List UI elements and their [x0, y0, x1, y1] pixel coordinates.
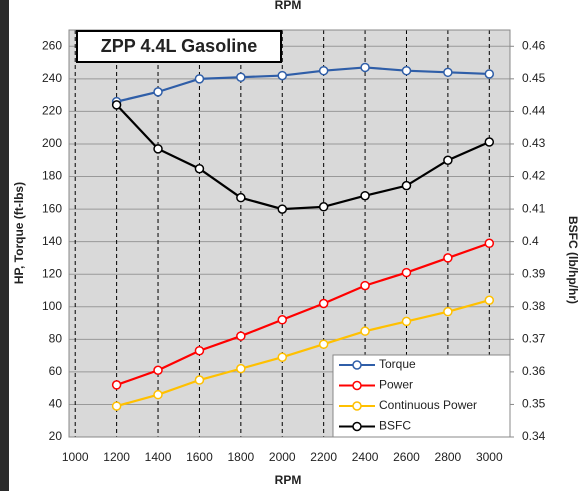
legend-marker	[352, 401, 362, 411]
data-point	[401, 180, 412, 191]
legend-marker	[352, 380, 362, 391]
y2-tick-label: 0.46	[522, 38, 546, 52]
x-tick-label: 1000	[62, 450, 89, 464]
data-point	[111, 380, 122, 390]
y-tick-label: 220	[42, 104, 62, 118]
legend-box	[332, 354, 511, 438]
x-tick-label: 2400	[352, 450, 379, 464]
y2-axis-title: BSFC (lb/hp/hr)	[566, 216, 578, 304]
y-tick-label: 160	[42, 201, 62, 215]
y2-tick-label: 0.42	[522, 169, 546, 183]
data-point	[484, 69, 495, 79]
legend-label: Continuous Power	[379, 398, 477, 412]
y2-tick-label: 0.39	[522, 266, 546, 280]
data-point	[484, 238, 495, 249]
data-point	[318, 65, 329, 76]
y-tick-label: 100	[42, 299, 62, 313]
x-tick-label: 2800	[435, 450, 462, 464]
data-point	[443, 253, 453, 263]
data-point	[236, 192, 246, 203]
data-point	[360, 280, 370, 291]
data-point	[318, 339, 329, 349]
data-point	[360, 190, 370, 201]
data-point	[277, 204, 288, 214]
y2-tick-label: 0.35	[522, 397, 546, 411]
y2-tick-label: 0.41	[522, 201, 546, 215]
data-point	[194, 74, 205, 84]
y-tick-label: 180	[42, 169, 62, 183]
data-point	[153, 389, 163, 400]
y2-tick-label: 0.34	[522, 429, 546, 443]
data-point	[111, 100, 122, 110]
legend-label: BSFC	[379, 419, 411, 433]
x-axis-title: RPM	[275, 473, 302, 487]
x2-axis-title: RPM	[275, 0, 302, 12]
plot-border	[68, 29, 511, 438]
y2-tick-label: 0.36	[522, 364, 546, 378]
series-line	[116, 242, 490, 386]
data-point	[484, 295, 495, 305]
x-tick-label: 1200	[103, 450, 130, 464]
data-point	[318, 202, 329, 212]
y-tick-label: 200	[42, 136, 62, 150]
y-tick-label: 240	[42, 71, 62, 85]
y-tick-label: 40	[49, 397, 63, 411]
data-point	[194, 163, 205, 174]
data-point	[443, 155, 453, 165]
data-point	[153, 144, 163, 154]
chart-title: ZPP 4.4L Gasoline	[101, 36, 257, 56]
data-point	[111, 401, 122, 411]
title-box	[76, 30, 282, 63]
data-point	[360, 326, 370, 336]
y-tick-label: 140	[42, 234, 62, 248]
y-tick-label: 120	[42, 266, 62, 280]
x-tick-label: 2200	[310, 450, 337, 464]
legend-label: Torque	[379, 357, 416, 371]
y2-tick-label: 0.43	[522, 136, 546, 150]
data-point	[194, 345, 205, 356]
x-tick-label: 3000	[476, 450, 503, 464]
data-point	[360, 62, 370, 73]
x-tick-label: 1400	[145, 450, 172, 464]
x-tick-label: 1600	[186, 450, 213, 464]
data-point	[401, 267, 412, 278]
data-point	[318, 298, 329, 309]
legend-label: Power	[379, 378, 413, 392]
series-line	[116, 299, 490, 408]
y2-tick-label: 0.4	[522, 234, 539, 248]
data-point	[153, 87, 163, 97]
data-point	[277, 352, 288, 362]
side-strip	[0, 0, 9, 491]
data-point	[401, 65, 412, 76]
y2-tick-label: 0.38	[522, 299, 546, 313]
y-tick-label: 260	[42, 38, 62, 52]
y2-tick-label: 0.44	[522, 104, 546, 118]
x-tick-label: 1800	[227, 450, 254, 464]
data-point	[153, 365, 163, 376]
data-point	[236, 331, 246, 341]
series-line	[116, 66, 490, 103]
x-tick-label: 2600	[393, 450, 420, 464]
data-point	[194, 375, 205, 385]
legend-marker	[352, 421, 362, 432]
data-point	[401, 316, 412, 327]
x-tick-label: 2000	[269, 450, 296, 464]
y-tick-label: 20	[49, 429, 63, 443]
legend-marker	[352, 360, 362, 370]
y-axis-title: HP, Torque (ft-lbs)	[12, 182, 26, 284]
data-point	[443, 306, 453, 317]
y-tick-label: 60	[49, 364, 63, 378]
data-point	[484, 137, 495, 147]
series-line	[115, 104, 490, 211]
data-point	[277, 315, 288, 325]
data-point	[443, 67, 453, 78]
data-point	[277, 70, 288, 81]
y2-tick-label: 0.45	[522, 71, 546, 85]
y-tick-label: 80	[49, 331, 63, 345]
data-point	[236, 72, 246, 82]
data-point	[236, 363, 246, 374]
y2-tick-label: 0.37	[522, 331, 546, 345]
